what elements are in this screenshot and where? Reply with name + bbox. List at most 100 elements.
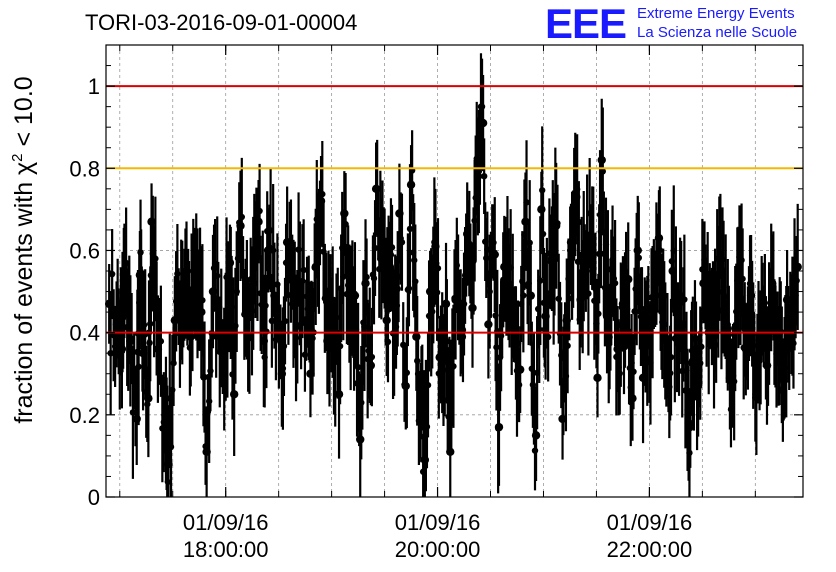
data-point [704,286,711,293]
data-point [368,353,376,361]
data-point [251,246,258,253]
logo-line-1: Extreme Energy Events [637,5,795,22]
data-point [597,155,606,165]
data-point [337,285,345,292]
data-point [291,296,298,304]
data-point [613,353,620,361]
data-point [136,299,143,306]
data-point [429,308,436,315]
data-point [336,342,344,350]
reference-lines [106,85,803,334]
data-point [675,339,683,347]
data-point [135,363,142,370]
data-point [637,313,645,320]
data-point [340,209,349,218]
data-point [668,266,677,276]
data-point [182,280,189,287]
data-point [641,318,648,325]
data-point [424,381,432,389]
data-point [468,303,477,313]
data-point [135,270,145,280]
data-point [451,295,460,304]
data-point [490,250,499,259]
data-point [744,334,752,342]
data-point [667,353,675,361]
data-point [738,256,745,264]
data-point [550,275,557,283]
data-point [167,443,175,451]
data-point [670,247,677,254]
data-point [316,196,326,206]
data-point [581,266,591,276]
data-point [494,422,504,432]
data-point [607,311,614,318]
data-point [701,256,708,263]
data-point [602,241,610,248]
data-point [418,389,425,396]
data-point [630,368,637,375]
data-point [627,384,634,391]
data-point [786,343,793,350]
data-point [682,387,689,394]
data-point [366,342,373,349]
data-point [733,308,740,315]
data-point [205,398,213,405]
data-point [409,249,417,256]
data-point [723,338,730,345]
data-point [316,219,324,227]
data-point [472,194,479,202]
data-point [256,207,263,215]
data-point [405,285,413,292]
data-point [505,280,512,288]
data-point [633,275,640,283]
data-point [305,304,312,312]
data-point [350,308,357,316]
data-point [632,285,639,293]
data-point [504,247,511,254]
data-point [146,339,153,347]
data-point [778,385,788,395]
data-point [385,262,395,272]
data-point [617,321,625,328]
data-point [605,341,612,348]
y-tick-label: 0.2 [69,403,100,428]
data-point [111,343,119,350]
data-point [770,282,777,290]
data-point [766,306,774,313]
data-point [759,305,766,313]
data-point [228,303,235,311]
data-point [461,272,469,279]
data-point [692,344,700,352]
data-point [537,205,546,214]
data-point [490,239,497,246]
data-point [214,303,223,313]
data-point [299,277,306,285]
data-point [416,417,423,424]
data-point [361,279,370,288]
data-point [433,260,440,267]
data-point [581,259,588,266]
data-point [147,272,155,279]
data-point [493,344,500,351]
data-point [289,268,296,276]
data-point [573,186,581,193]
data-point [306,318,313,326]
data-point [502,266,509,273]
data-point [311,262,320,272]
data-point [761,299,769,307]
data-point [661,321,668,328]
data-point [279,365,287,372]
data-point [300,266,307,274]
data-point [144,394,153,403]
data-point [574,258,582,265]
data-point [119,314,127,321]
data-point [579,293,586,300]
data-point [599,168,606,175]
data-point [764,362,772,369]
data-point [221,365,228,373]
data-point [419,384,426,391]
data-point [528,365,536,372]
data-point [342,220,349,228]
y-axis-label-prefix: fraction of events with [10,175,38,424]
data-point [526,239,533,247]
